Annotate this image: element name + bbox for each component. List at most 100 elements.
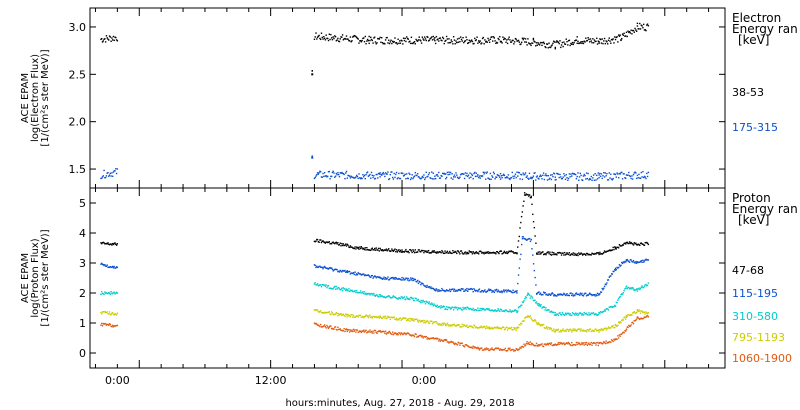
- data-point: [322, 240, 324, 242]
- data-point: [630, 313, 632, 316]
- data-point: [347, 174, 349, 177]
- data-point: [421, 175, 424, 178]
- data-point: [324, 285, 327, 288]
- data-point: [561, 294, 564, 296]
- data-point: [393, 296, 395, 298]
- data-point: [538, 175, 541, 178]
- data-point: [560, 314, 563, 316]
- data-point: [584, 292, 586, 295]
- data-point: [642, 243, 644, 245]
- data-point: [346, 177, 348, 179]
- data-point: [398, 250, 401, 253]
- data-point: [608, 276, 610, 278]
- data-point: [546, 43, 549, 45]
- data-point: [406, 279, 409, 281]
- data-point: [462, 37, 464, 39]
- data-point: [598, 42, 600, 44]
- data-point: [505, 326, 507, 329]
- data-point: [573, 313, 575, 315]
- data-point: [317, 324, 320, 326]
- data-point: [345, 289, 347, 292]
- data-point: [339, 313, 341, 315]
- data-point: [366, 274, 368, 277]
- data-point: [527, 238, 529, 240]
- data-point: [574, 173, 576, 176]
- y-tick-label: 5: [79, 197, 86, 210]
- data-point: [574, 328, 576, 330]
- data-point: [375, 331, 377, 334]
- data-point: [377, 177, 379, 179]
- data-point: [588, 293, 590, 296]
- data-point: [457, 288, 460, 291]
- data-point: [428, 39, 431, 41]
- data-point: [437, 252, 439, 254]
- data-point: [377, 296, 380, 298]
- data-point: [478, 41, 481, 44]
- data-point: [345, 313, 347, 315]
- data-point: [427, 322, 430, 324]
- data-point: [110, 325, 112, 328]
- data-point: [485, 291, 488, 293]
- data-point: [456, 250, 459, 252]
- data-point: [327, 311, 329, 314]
- data-point: [353, 273, 356, 276]
- data-point: [472, 178, 474, 180]
- data-point: [596, 292, 599, 295]
- data-point: [610, 305, 612, 308]
- data-point: [647, 311, 650, 314]
- data-point: [343, 38, 345, 40]
- data-point: [348, 270, 351, 273]
- data-point: [613, 306, 615, 308]
- data-point: [391, 296, 394, 298]
- data-point: [383, 249, 385, 252]
- data-point: [324, 266, 327, 269]
- data-point: [506, 289, 509, 292]
- legend-title: Proton: [732, 191, 771, 205]
- data-point: [416, 279, 419, 282]
- data-point: [563, 251, 566, 254]
- data-point: [535, 284, 537, 286]
- data-point: [375, 43, 377, 45]
- data-point: [518, 323, 521, 326]
- data-point: [402, 317, 405, 319]
- data-point: [647, 259, 650, 261]
- data-point: [317, 173, 320, 175]
- data-point: [461, 342, 463, 344]
- data-point: [363, 37, 365, 39]
- data-point: [618, 296, 621, 299]
- data-point: [431, 39, 434, 41]
- data-point: [314, 264, 316, 267]
- data-point: [102, 40, 104, 42]
- data-point: [518, 305, 521, 308]
- data-point: [406, 277, 408, 279]
- data-point: [351, 40, 353, 42]
- data-point: [380, 249, 382, 251]
- data-point: [575, 39, 578, 41]
- data-point: [509, 347, 511, 349]
- data-point: [374, 249, 377, 251]
- data-point: [551, 344, 553, 347]
- data-point: [507, 289, 510, 291]
- data-point: [460, 250, 463, 252]
- data-point: [455, 343, 457, 345]
- data-point: [107, 313, 109, 315]
- data-point: [496, 347, 499, 350]
- data-point: [386, 317, 388, 319]
- data-point: [616, 338, 618, 341]
- data-point: [538, 345, 540, 347]
- data-point: [539, 251, 541, 253]
- data-point: [114, 293, 116, 295]
- data-point: [452, 323, 454, 326]
- data-point: [636, 310, 639, 312]
- data-point: [614, 267, 617, 269]
- data-point: [348, 246, 350, 248]
- data-point: [467, 306, 469, 309]
- data-point: [643, 29, 646, 31]
- data-point: [528, 238, 530, 240]
- data-point: [390, 171, 392, 173]
- data-point: [388, 330, 391, 333]
- data-point: [499, 250, 501, 253]
- data-point: [642, 259, 644, 261]
- data-point: [362, 248, 364, 250]
- data-point: [542, 306, 545, 308]
